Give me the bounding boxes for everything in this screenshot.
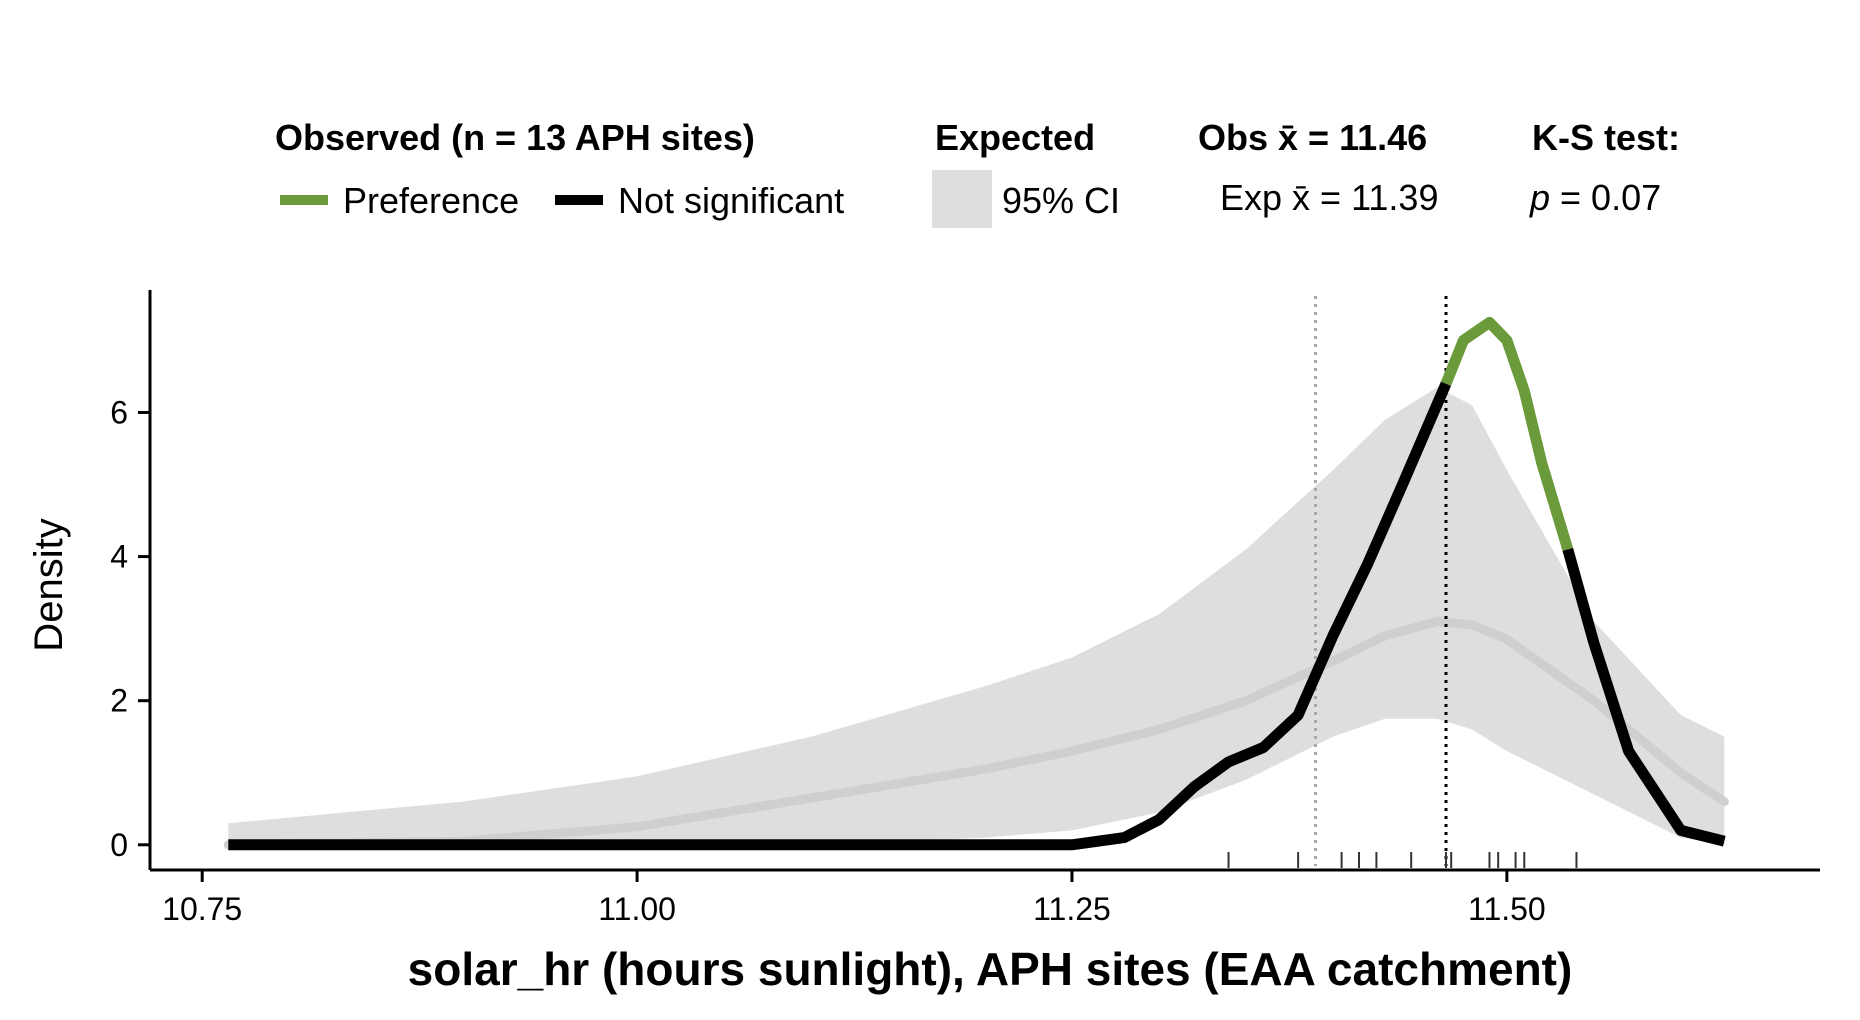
y-axis-title: Density (27, 518, 71, 651)
rug-marks (1227, 852, 1578, 868)
legend-ci-swatch (932, 170, 992, 228)
observed-line-not-significant-left (228, 381, 1452, 851)
legend-expected-title: Expected (935, 117, 1095, 158)
y-tick-label: 6 (110, 394, 128, 430)
legend-ks-title: K-S test: (1532, 117, 1680, 158)
legend-ks-p-value: = 0.07 (1550, 177, 1661, 218)
x-axis-title: solar_hr (hours sunlight), APH sites (EA… (408, 943, 1573, 995)
legend-ks-p: p = 0.07 (1529, 177, 1661, 218)
legend-preference-swatch (280, 195, 328, 205)
x-tick-label: 11.50 (1468, 891, 1546, 927)
legend-ks-p-symbol: p (1529, 177, 1550, 218)
ci-band (228, 387, 1725, 845)
legend-exp-mean: Exp x̄ = 11.39 (1220, 177, 1438, 218)
legend-preference-label: Preference (343, 180, 519, 221)
y-tick-label: 4 (110, 539, 128, 575)
y-tick-label: 2 (110, 683, 128, 719)
legend-not-significant-swatch (555, 195, 603, 205)
legend-observed-title: Observed (n = 13 APH sites) (275, 117, 755, 158)
legend-obs-mean: Obs x̄ = 11.46 (1198, 117, 1427, 158)
plot-area (223, 296, 1729, 868)
axes: 10.75 11.00 11.25 11.50 0 2 4 6 solar_hr (hour… (27, 290, 1820, 995)
x-ticks: 10.75 11.00 11.25 11.50 (162, 870, 1546, 927)
x-tick-label: 11.25 (1033, 891, 1111, 927)
legend-ci-label: 95% CI (1002, 180, 1120, 221)
x-tick-label: 11.00 (598, 891, 676, 927)
y-tick-label: 0 (110, 827, 128, 863)
legend: Observed (n = 13 APH sites) Preference N… (275, 117, 1680, 228)
x-tick-label: 10.75 (162, 891, 242, 927)
observed-density (228, 316, 1726, 851)
observed-line-not-significant-right (1562, 547, 1726, 847)
y-ticks: 0 2 4 6 (110, 394, 150, 863)
legend-not-significant-label: Not significant (618, 180, 844, 221)
observed-line-preference (1440, 316, 1574, 551)
expected-density-line (223, 616, 1729, 850)
